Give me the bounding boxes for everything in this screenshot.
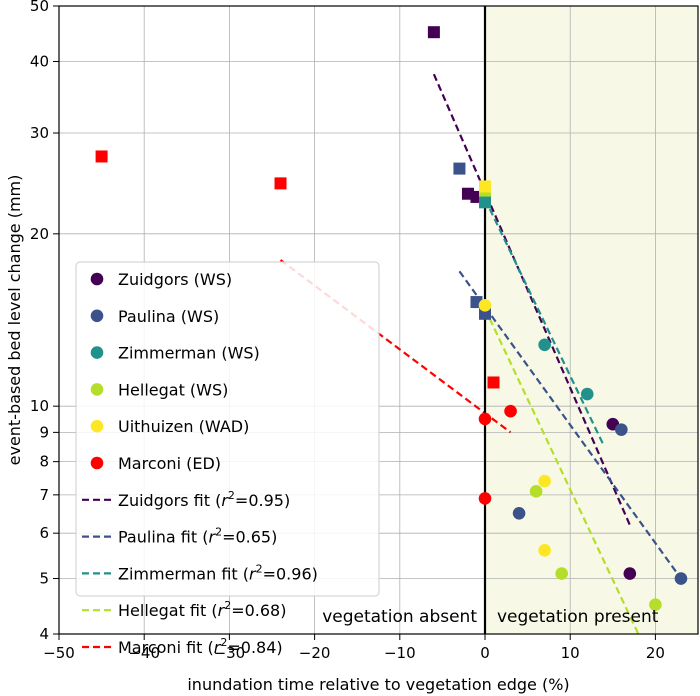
square-marker	[479, 180, 491, 193]
x-tick-label: −10	[384, 644, 416, 662]
legend-label: Zimmerman (WS)	[118, 344, 260, 363]
circle-marker	[674, 572, 688, 585]
fit-line	[458, 270, 682, 580]
legend: Zuidgors (WS) Paulina (WS) Zimmerman (WS) H…	[75, 261, 380, 657]
circle-marker	[529, 485, 543, 498]
shaded-region	[485, 6, 698, 634]
circle-marker	[580, 387, 594, 401]
legend-label: Marconi (ED)	[118, 454, 221, 473]
circle-marker	[512, 506, 526, 520]
square-marker	[274, 177, 287, 190]
legend-label: Zuidgors fit (r2=0.95)	[118, 489, 290, 510]
legend-marker	[90, 272, 104, 286]
legend-label: Paulina fit (r2=0.65)	[118, 526, 277, 547]
legend-label: Marconi fit (r2=0.84)	[118, 636, 283, 657]
plot-frame	[58, 5, 699, 635]
fit-line	[484, 308, 640, 635]
circle-marker	[478, 412, 492, 426]
region-label-absent: vegetation absent	[322, 607, 477, 627]
legend-marker	[90, 383, 104, 396]
legend-marker	[90, 419, 104, 433]
x-tick-label: −20	[299, 644, 331, 662]
circle-marker	[615, 423, 628, 436]
y-tick-label: 8	[39, 453, 49, 471]
legend-label: Hellegat (WS)	[118, 380, 228, 399]
x-axis-label: inundation time relative to vegetation e…	[187, 675, 569, 694]
circle-marker	[478, 299, 492, 312]
circle-marker	[555, 567, 568, 580]
y-tick-label: 20	[30, 225, 49, 243]
y-tick-label: 9	[39, 423, 49, 441]
circle-marker	[478, 492, 492, 505]
legend-box	[75, 261, 380, 597]
fit-line	[432, 73, 631, 526]
legend-label: Hellegat fit (r2=0.68)	[118, 599, 286, 620]
legend-label: Zimmerman fit (r2=0.96)	[118, 562, 318, 583]
square-marker	[487, 376, 500, 389]
legend-label: Paulina (WS)	[118, 307, 219, 326]
x-tick-label: −30	[214, 644, 246, 662]
y-tick-label: 5	[39, 570, 49, 588]
circle-marker	[538, 338, 551, 352]
data-points	[95, 26, 688, 612]
fit-lines	[279, 73, 682, 635]
square-marker	[95, 150, 108, 163]
x-tick-label: −40	[128, 644, 160, 662]
square-marker	[453, 162, 466, 175]
x-tick-label: −50	[43, 644, 75, 662]
fit-line	[484, 198, 606, 448]
legend-marker	[90, 456, 104, 470]
y-tick-label: 6	[39, 524, 49, 542]
y-tick-label: 10	[30, 397, 49, 415]
circle-marker	[504, 404, 517, 418]
region-label-present: vegetation present	[497, 607, 659, 627]
y-tick-label: 40	[30, 52, 49, 70]
y-axis-label: event-based bed level change (mm)	[5, 175, 24, 466]
y-tick-label: 50	[30, 0, 49, 15]
y-tick-label: 30	[30, 124, 49, 142]
x-tick-label: 10	[561, 644, 580, 662]
circle-marker	[538, 474, 551, 488]
legend-marker	[90, 346, 104, 359]
y-tick-label: 4	[39, 625, 49, 643]
x-tick-label: 0	[480, 644, 490, 662]
square-marker	[427, 26, 440, 39]
y-tick-label: 7	[39, 486, 49, 504]
circle-marker	[649, 598, 662, 612]
circle-marker	[538, 544, 551, 557]
square-marker	[479, 196, 491, 209]
legend-marker	[90, 309, 104, 323]
axis-ticks: −50 −40 −30 −20 −10 0 10 20 4 5 6 7 8 9 10 20 30 40 50	[30, 0, 665, 662]
legend-label: Uithuizen (WAD)	[118, 417, 249, 436]
circle-marker	[623, 567, 637, 580]
legend-label: Zuidgors (WS)	[118, 270, 232, 289]
x-tick-label: 20	[646, 644, 665, 662]
